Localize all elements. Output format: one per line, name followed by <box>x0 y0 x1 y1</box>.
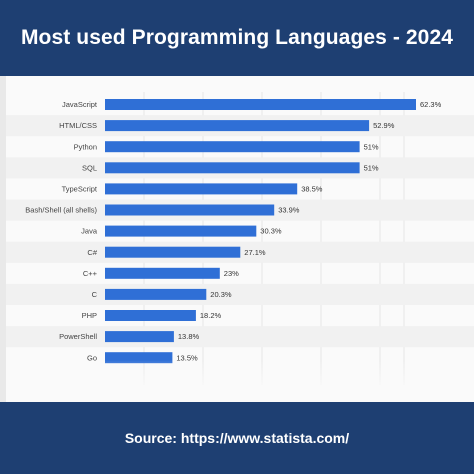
category-label: Go <box>87 353 97 362</box>
value-label: 51% <box>364 142 379 151</box>
category-label: JavaScript <box>62 100 98 109</box>
value-label: 18.2% <box>200 311 222 320</box>
bar <box>105 267 220 279</box>
category-label: PHP <box>82 311 97 320</box>
bar <box>105 352 173 364</box>
bar <box>105 99 416 110</box>
value-label: 27.1% <box>244 248 266 257</box>
bar <box>105 288 207 300</box>
title-banner: Most used Programming Languages - 2024 <box>0 0 474 76</box>
value-label: 33.9% <box>278 206 300 215</box>
category-label: TypeScript <box>62 185 98 194</box>
bar <box>105 120 370 132</box>
category-label: C++ <box>83 269 98 278</box>
bar <box>105 183 298 195</box>
value-label: 52.9% <box>373 121 395 130</box>
source-banner: Source: https://www.statista.com/ <box>0 402 474 474</box>
category-label: PowerShell <box>59 332 97 341</box>
category-label: C# <box>87 248 97 257</box>
category-label: Python <box>74 142 97 151</box>
category-label: Bash/Shell (all shells) <box>25 206 97 215</box>
value-label: 20.3% <box>210 290 232 299</box>
category-label: HTML/CSS <box>59 121 97 130</box>
bar <box>105 331 174 343</box>
value-label: 13.8% <box>178 332 200 341</box>
row-band <box>6 283 474 305</box>
bar <box>105 204 275 216</box>
value-label: 23% <box>224 269 239 278</box>
bar <box>105 141 360 153</box>
bar <box>105 310 196 321</box>
bottom-fade <box>6 360 474 390</box>
bar <box>105 225 257 237</box>
source-text: Source: https://www.statista.com/ <box>124 430 350 446</box>
bars: JavaScript 62.3% HTML/CSS 52.9% Python 51% SQL… <box>25 99 442 364</box>
value-label: 62.3% <box>420 100 442 109</box>
frame-left-edge <box>0 76 6 402</box>
value-label: 30.3% <box>260 227 282 236</box>
category-label: C <box>92 290 98 299</box>
bar <box>105 162 360 174</box>
category-label: Java <box>81 227 98 236</box>
page-title: Most used Programming Languages - 2024 <box>20 26 454 49</box>
value-label: 51% <box>364 163 379 172</box>
category-label: SQL <box>82 163 97 172</box>
bar <box>105 246 241 258</box>
value-label: 38.5% <box>301 185 323 194</box>
value-label: 13.5% <box>176 353 198 362</box>
